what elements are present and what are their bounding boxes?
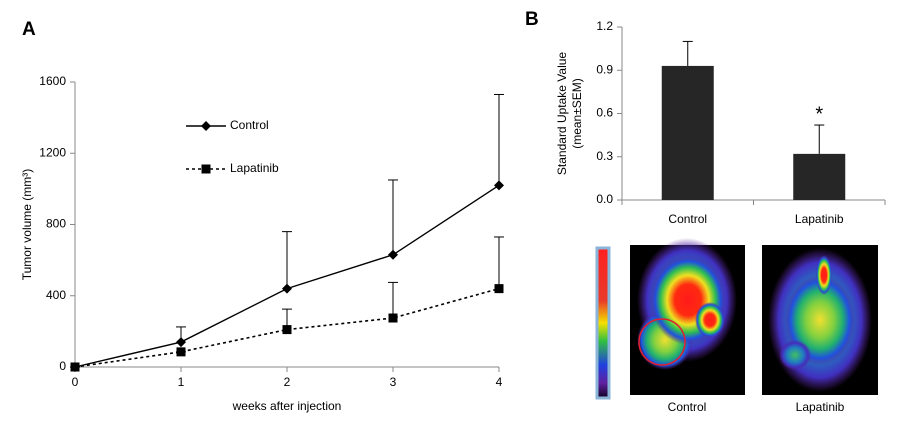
marker (176, 337, 186, 348)
marker (70, 362, 80, 372)
scan-images (595, 238, 878, 400)
control-scan (630, 238, 745, 395)
legend-label: Lapatinib (230, 161, 279, 175)
bar (793, 153, 846, 200)
y-tick-label: 400 (46, 288, 66, 302)
x-tick-label: Lapatinib (795, 212, 844, 226)
y-axis-title: Standard Uptake Value (555, 52, 569, 176)
x-tick-label: 4 (496, 375, 503, 389)
y-axis-title: Tumor volume (mm³) (20, 169, 34, 281)
y-tick-label: 800 (46, 217, 66, 231)
annotation: * (815, 103, 823, 125)
y-tick-label: 0.0 (596, 192, 613, 206)
x-axis-title: weeks after injection (232, 399, 342, 413)
panel-label: A (22, 19, 36, 40)
y-tick-label: 0.3 (596, 149, 613, 163)
panel-label: B (525, 9, 539, 30)
image-label: Lapatinib (796, 400, 845, 414)
y-tick-label: 0.9 (596, 62, 613, 76)
y-tick-label: 1200 (39, 145, 66, 159)
marker (388, 249, 398, 260)
marker (201, 121, 211, 131)
marker (176, 347, 186, 357)
color-bar (595, 246, 611, 400)
x-tick-label: 1 (178, 375, 185, 389)
bar (661, 65, 714, 200)
x-tick-label: 0 (72, 375, 79, 389)
y-tick-label: 1.2 (596, 19, 613, 33)
x-tick-label: 3 (390, 375, 397, 389)
y-tick-label: 0 (59, 359, 66, 373)
y-tick-label: 1600 (39, 74, 66, 88)
y-tick-label: 0.6 (596, 106, 613, 120)
legend-label: Control (230, 118, 269, 132)
lapatinib-scan (762, 245, 878, 395)
marker (282, 283, 292, 294)
marker (494, 180, 504, 191)
marker (494, 284, 504, 294)
marker (201, 164, 211, 174)
marker (388, 313, 398, 323)
y-axis-title: (mean±SEM) (570, 78, 584, 149)
x-tick-label: 2 (284, 375, 291, 389)
image-label: Control (668, 400, 707, 414)
marker (282, 325, 292, 335)
x-tick-label: Control (668, 212, 707, 226)
